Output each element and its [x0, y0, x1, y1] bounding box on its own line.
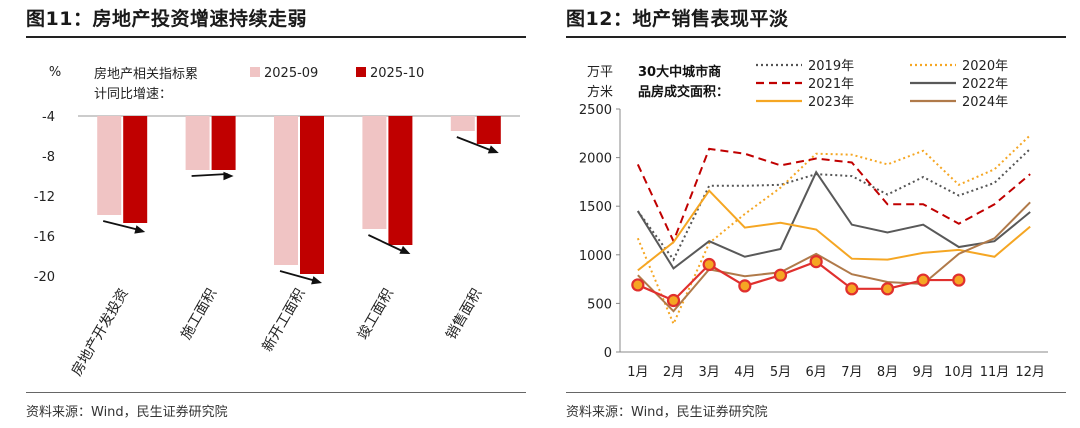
- left-trend-arrowhead: [399, 245, 411, 254]
- left-bar: [362, 116, 387, 229]
- right-series-point: [916, 273, 930, 287]
- right-y-tick: 2000: [579, 152, 612, 167]
- left-x-tick: 竣工面积: [355, 286, 397, 342]
- left-legend-swatch: [356, 67, 366, 77]
- right-y-tick: 0: [604, 346, 612, 361]
- right-series-line: [636, 170, 1031, 270]
- left-bar: [450, 116, 475, 131]
- right-series-point: [738, 279, 752, 293]
- left-y-tick: -12: [34, 190, 55, 205]
- left-y-tick: -20: [34, 270, 55, 285]
- right-series-line: [637, 201, 1031, 313]
- left-bar: [123, 116, 148, 223]
- right-series-line: [637, 260, 959, 302]
- right-x-tick: 5月: [770, 365, 791, 380]
- left-trend-arrow: [456, 136, 494, 152]
- left-bar: [185, 116, 210, 170]
- left-title-rule: [26, 36, 526, 38]
- left-x-tick: 施工面积: [178, 286, 220, 342]
- left-bar: [388, 116, 413, 245]
- right-series-line: [637, 189, 1031, 272]
- left-y-tick: -4: [42, 110, 55, 125]
- left-annotation-line: 计同比增速：: [94, 87, 172, 102]
- left-bar: [300, 116, 324, 274]
- right-series-point: [702, 257, 716, 272]
- left-trend-arrow: [191, 173, 228, 177]
- left-source-rule: [26, 392, 526, 393]
- left-trend-arrow: [368, 234, 405, 253]
- right-series-point: [952, 273, 966, 287]
- left-trend-arrowhead: [487, 145, 499, 154]
- left-y-tick: -16: [34, 230, 55, 245]
- right-x-tick: 10月: [944, 365, 974, 380]
- right-x-tick: 11月: [980, 365, 1010, 380]
- right-legend-label: 2020年: [962, 59, 1008, 74]
- right-source-note: 资料来源：Wind，民生证券研究院: [566, 405, 768, 420]
- left-trend-arrowhead: [311, 276, 322, 285]
- left-legend-label: 2025-09: [264, 66, 318, 81]
- right-series-point: [631, 278, 645, 292]
- right-x-tick: 9月: [913, 365, 934, 380]
- right-series-line: [636, 147, 1031, 244]
- right-x-tick: 8月: [877, 365, 898, 380]
- right-series-point: [845, 282, 859, 296]
- right-legend-label: 2024年: [962, 95, 1008, 110]
- right-series-point: [666, 293, 681, 308]
- left-bar: [274, 116, 298, 265]
- right-y-unit: 方米: [587, 84, 613, 100]
- left-source-note: 资料来源：Wind，民生证券研究院: [26, 405, 228, 420]
- right-x-tick: 4月: [734, 365, 755, 380]
- right-x-tick: 6月: [806, 365, 827, 380]
- left-annotation-line: 房地产相关指标累: [94, 66, 198, 82]
- left-legend-swatch: [250, 67, 260, 77]
- right-legend-label: 2022年: [962, 77, 1008, 92]
- right-figure-title: 图12：地产销售表现平淡: [566, 8, 789, 30]
- left-legend-label: 2025-10: [370, 66, 424, 81]
- right-y-unit: 万平: [587, 65, 613, 80]
- right-series-point: [809, 255, 823, 269]
- left-trend-arrowhead: [223, 171, 234, 181]
- right-y-tick: 1500: [579, 200, 612, 215]
- right-annotation-line: 30大中城市商: [638, 64, 721, 80]
- right-legend-label: 2019年: [808, 59, 854, 74]
- left-x-tick: 房地产开发投资: [69, 286, 132, 379]
- left-panel: 图11：房地产投资增速持续走弱 % 房地产相关指标累 计同比增速： 2025-09 20…: [26, 8, 526, 420]
- right-title-rule: [566, 36, 1066, 38]
- right-y-tick: 500: [587, 297, 612, 312]
- right-x-tick: 3月: [699, 365, 720, 380]
- left-bar: [476, 116, 501, 144]
- left-x-tick: 销售面积: [443, 286, 485, 342]
- right-legend-label: 2023年: [808, 95, 854, 110]
- right-annotation-line: 品房成交面积：: [638, 84, 729, 100]
- right-series-point: [773, 268, 788, 282]
- left-trend-arrow: [102, 220, 140, 231]
- left-bar: [211, 116, 236, 170]
- left-x-tick: 新开工面积: [260, 286, 309, 355]
- right-series-line: [636, 134, 1031, 327]
- right-panel: 图12：地产销售表现平淡 万平方米 30大中城市商 品房成交面积： 2019年 2020…: [540, 0, 1080, 428]
- right-x-tick: 7月: [841, 365, 862, 380]
- right-legend-label: 2021年: [808, 77, 854, 92]
- left-y-unit: %: [49, 65, 61, 80]
- right-x-tick: 1月: [627, 365, 648, 380]
- left-trend-arrow: [279, 270, 317, 282]
- right-y-tick: 1000: [579, 249, 612, 264]
- left-figure-title: 图11：房地产投资增速持续走弱: [26, 8, 307, 30]
- right-x-tick: 12月: [1015, 365, 1045, 380]
- right-x-tick: 2月: [663, 365, 684, 380]
- left-trend-arrowhead: [134, 225, 146, 234]
- right-source-rule: [566, 392, 1066, 393]
- left-bar: [97, 116, 122, 215]
- right-y-tick: 2500: [579, 103, 612, 118]
- left-y-tick: -8: [42, 150, 55, 165]
- right-series-point: [880, 282, 895, 296]
